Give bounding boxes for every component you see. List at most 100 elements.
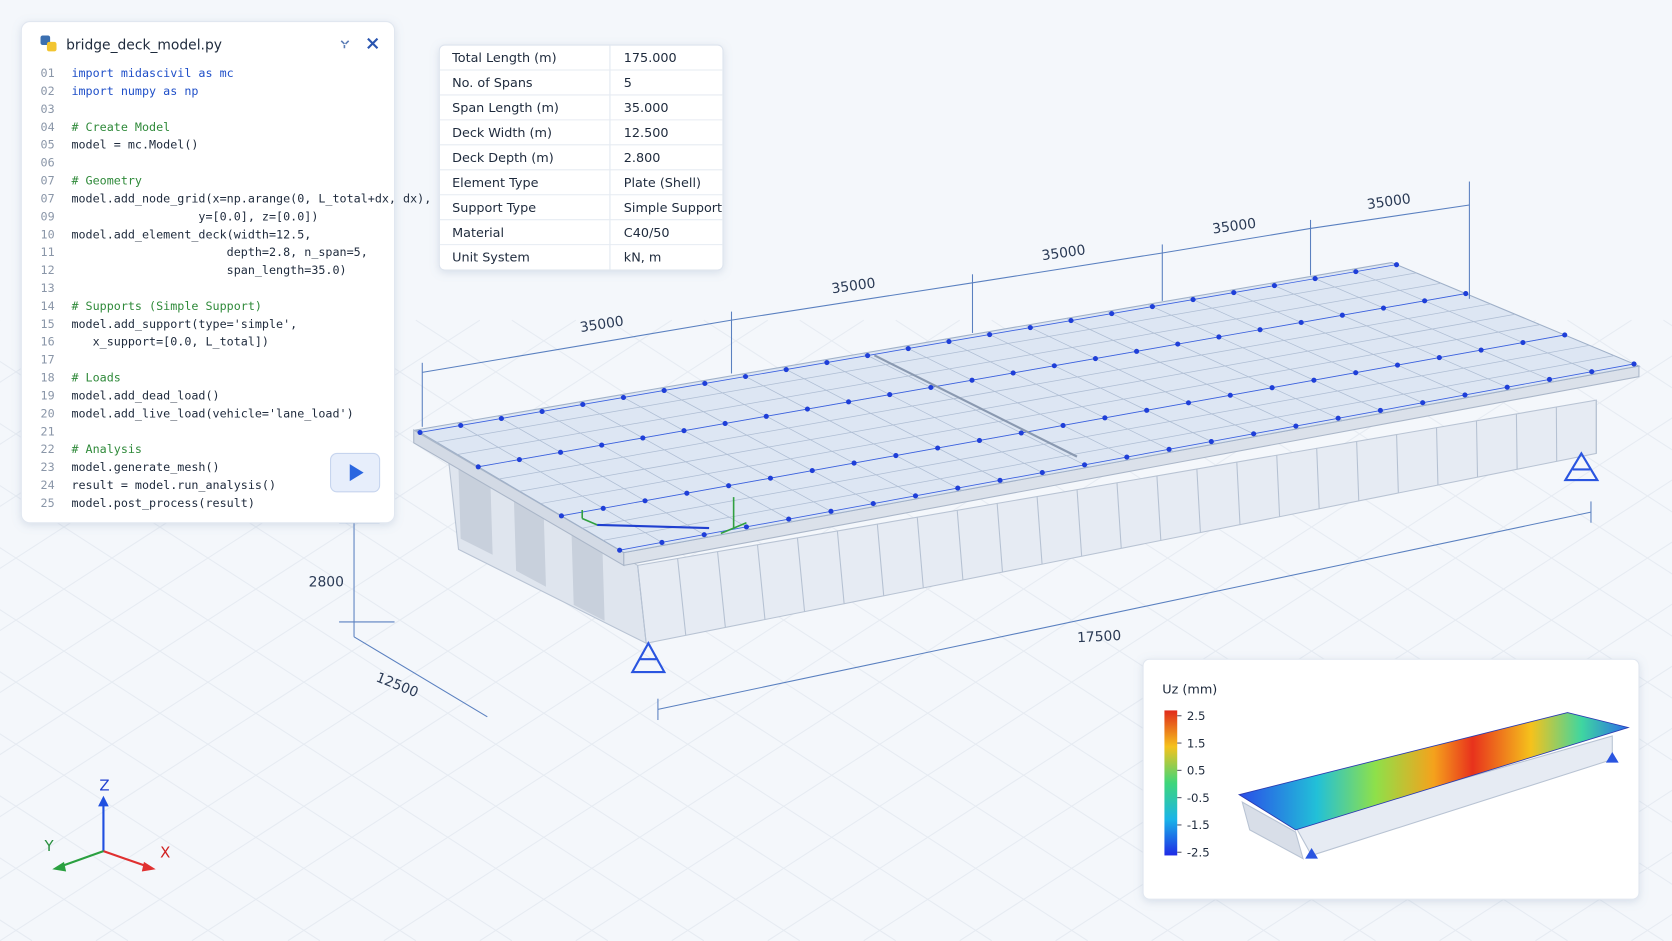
- floor-line: [0, 422, 801, 941]
- node: [1298, 319, 1304, 326]
- panel-background: [20, 21, 396, 524]
- play-icon: [349, 464, 364, 482]
- legend-title: Uz (mm): [1162, 682, 1217, 697]
- stiffener: [1435, 427, 1439, 486]
- code-line: x_support=[0.0, L_total]): [71, 335, 269, 349]
- line-number: 24: [41, 478, 55, 492]
- node: [417, 429, 423, 435]
- code-line: # Analysis: [71, 442, 142, 456]
- node: [870, 501, 876, 507]
- floor-line: [1279, 319, 1672, 575]
- node: [1377, 407, 1383, 414]
- node: [600, 505, 606, 511]
- stiffener: [677, 558, 687, 636]
- node: [1081, 462, 1088, 468]
- code-line: model.post_process(result): [71, 496, 254, 510]
- line-number: 06: [41, 156, 55, 170]
- stiffener: [1316, 448, 1320, 509]
- stiffener: [796, 537, 806, 612]
- node: [905, 345, 911, 352]
- line-number: 05: [41, 138, 55, 152]
- node: [1436, 355, 1442, 361]
- axis-label: Z: [99, 776, 109, 794]
- node: [1068, 318, 1074, 324]
- cell: Total Length (m): [451, 51, 556, 66]
- line-number: 20: [41, 406, 55, 420]
- stiffener: [916, 517, 924, 588]
- line-number: 22: [41, 442, 55, 456]
- node: [1271, 283, 1278, 289]
- code-line: model = mc.Model(): [71, 138, 198, 152]
- node: [1092, 355, 1099, 362]
- node: [1231, 290, 1237, 296]
- node: [458, 422, 464, 428]
- mesh-line: [602, 355, 1615, 541]
- line-number: 11: [41, 245, 55, 259]
- cell: No. of Spans: [452, 76, 533, 91]
- dimension-label: 35000: [1211, 216, 1257, 238]
- node: [786, 516, 792, 522]
- cell: 12.500: [624, 126, 669, 141]
- stiffener: [1475, 420, 1479, 478]
- y-arrow: [52, 861, 67, 872]
- mesh-line: [519, 313, 1516, 492]
- code-line: model.add_dead_load(): [71, 388, 219, 402]
- deck-joint: [873, 354, 1078, 458]
- floor-line: [0, 733, 321, 941]
- node: [1216, 334, 1222, 340]
- node: [1311, 377, 1317, 383]
- result-panel: Uz (mm) 2.5 1.5 0.5 -0.5 -1.5 -2.5: [1142, 658, 1640, 900]
- dimension-label: 35000: [579, 313, 625, 336]
- dimension-label: 12500: [374, 670, 421, 701]
- node: [640, 435, 646, 441]
- node: [865, 352, 871, 359]
- node: [1124, 454, 1130, 460]
- node: [743, 524, 749, 530]
- node: [599, 442, 605, 448]
- table-background: [438, 44, 724, 271]
- stiffener: [1356, 441, 1360, 501]
- stiffener: [756, 544, 766, 620]
- node: [1353, 370, 1359, 376]
- node: [846, 399, 852, 405]
- axis-label: X: [160, 844, 170, 862]
- line-number: 03: [41, 102, 55, 116]
- node: [558, 513, 564, 519]
- node: [1208, 438, 1214, 445]
- x-arrow: [141, 861, 156, 872]
- cell: 175.000: [624, 51, 677, 66]
- close-button[interactable]: [367, 37, 379, 49]
- node: [1393, 262, 1400, 268]
- code-line: # Supports (Simple Support): [71, 299, 262, 313]
- mesh-line: [540, 324, 1541, 504]
- node: [767, 475, 774, 481]
- floor-line: [0, 319, 577, 694]
- node: [1051, 363, 1057, 369]
- legend-tick-label: -0.5: [1187, 791, 1210, 805]
- cell: 2.800: [624, 151, 661, 166]
- dimensions: [339, 181, 1592, 721]
- line-number: 12: [41, 263, 55, 277]
- line-number: 02: [41, 84, 55, 98]
- node: [1134, 348, 1140, 354]
- cell: Deck Depth (m): [452, 151, 554, 166]
- line-number: 25: [41, 496, 55, 510]
- node: [1175, 341, 1181, 347]
- stiffener: [1276, 455, 1281, 517]
- node: [580, 401, 586, 408]
- node: [1562, 332, 1568, 338]
- node: [1190, 297, 1196, 303]
- legend-ticks: 2.5 1.5 0.5 -0.5 -1.5 -2.5: [1177, 709, 1210, 860]
- line-number: 07: [41, 174, 55, 188]
- pin-icon[interactable]: [340, 40, 350, 49]
- node: [1109, 311, 1115, 317]
- bridge-model: [413, 262, 1641, 674]
- stiffener: [637, 565, 647, 644]
- code-line: model.add_node_grid(x=np.arange(0, L_tot…: [71, 191, 431, 205]
- node: [681, 428, 687, 434]
- node: [1039, 470, 1045, 476]
- web: [513, 501, 546, 587]
- stiffener: [876, 524, 885, 596]
- local-axis: [597, 523, 710, 530]
- node: [987, 331, 993, 338]
